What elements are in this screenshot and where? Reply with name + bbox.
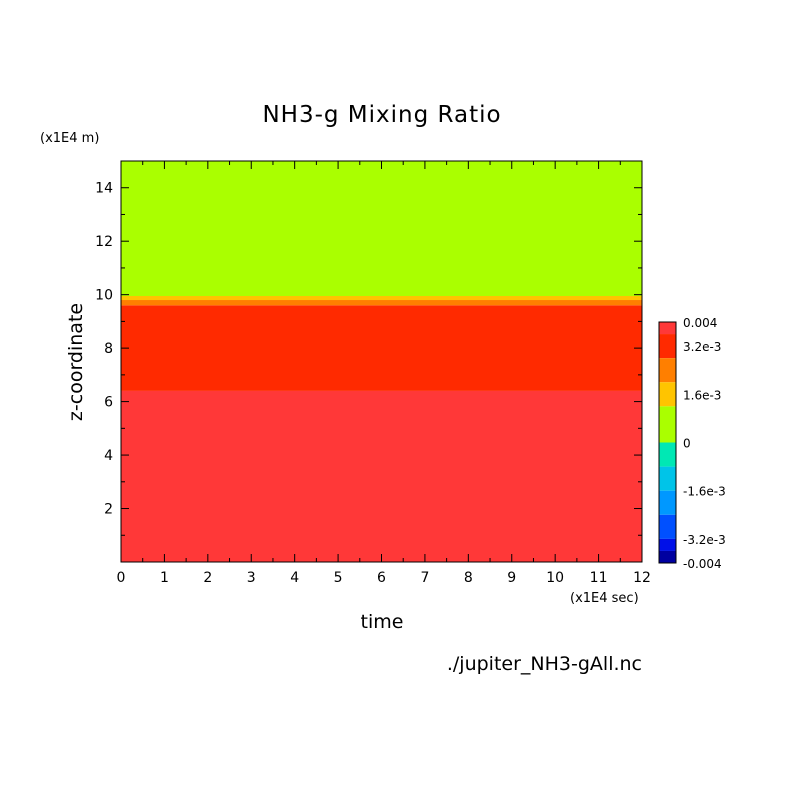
colorbar-level-7: [659, 490, 676, 515]
plot-area: [121, 161, 642, 562]
region-1: [121, 305, 642, 391]
colorbar-frame: [658, 321, 677, 564]
x-tick-label-6: 6: [377, 570, 386, 586]
x-tick-label-9: 9: [507, 570, 516, 586]
y-tick-label-6: 14: [95, 181, 113, 197]
x-tick-label-10: 10: [546, 570, 564, 586]
y-unit-label: (x1E4 m): [40, 131, 99, 146]
y-tick-label-1: 4: [104, 448, 113, 464]
x-tick-label-8: 8: [464, 570, 473, 586]
colorbar-level-1: [659, 334, 676, 359]
x-tick-label-0: 0: [117, 570, 126, 586]
colorbar-level-3: [659, 382, 676, 407]
x-tick-label-12: 12: [633, 570, 651, 586]
colorbar-label-2: 1.6e-3: [683, 388, 721, 402]
x-tick-label-7: 7: [420, 570, 429, 586]
chart-title: NH3-g Mixing Ratio: [262, 102, 501, 128]
colorbar-level-10: [659, 550, 676, 563]
colorbar: 0.004 3.2e-3 1.6e-3 0 -1.6e-3 -3.2e-3 -0.004: [658, 316, 726, 571]
colorbar-label-1: 3.2e-3: [683, 340, 721, 354]
y-tick-label-4: 10: [95, 288, 113, 304]
colorbar-level-4: [659, 406, 676, 443]
y-tick-label-0: 2: [104, 502, 113, 518]
colorbar-level-5: [659, 442, 676, 467]
y-tick-label-5: 12: [95, 234, 113, 250]
region-4: [121, 161, 642, 297]
colorbar-level-9: [659, 538, 676, 551]
y-axis-label: z-coordinate: [65, 303, 87, 421]
colorbar-label-6: -0.004: [683, 557, 722, 571]
colorbar-label-0: 0.004: [683, 316, 717, 330]
region-0: [121, 390, 642, 562]
x-tick-label-3: 3: [247, 570, 256, 586]
region-2: [121, 300, 642, 306]
y-tick-label-2: 6: [104, 395, 113, 411]
x-tick-label-4: 4: [290, 570, 299, 586]
source-file-label: ./jupiter_NH3-gAll.nc: [447, 653, 642, 675]
colorbar-label-5: -3.2e-3: [683, 533, 726, 547]
colorbar-level-6: [659, 466, 676, 491]
y-tick-label-3: 8: [104, 341, 113, 357]
x-tick-label-11: 11: [590, 570, 608, 586]
x-tick-label-5: 5: [334, 570, 343, 586]
colorbar-label-4: -1.6e-3: [683, 485, 726, 499]
x-unit-label: (x1E4 sec): [570, 591, 639, 606]
colorbar-level-8: [659, 514, 676, 539]
colorbar-label-3: 0: [683, 437, 691, 451]
region-3: [121, 296, 642, 301]
x-axis-label: time: [361, 611, 404, 633]
x-tick-label-1: 1: [160, 570, 169, 586]
colorbar-level-0: [659, 322, 676, 335]
colorbar-level-2: [659, 358, 676, 383]
x-tick-label-2: 2: [203, 570, 212, 586]
